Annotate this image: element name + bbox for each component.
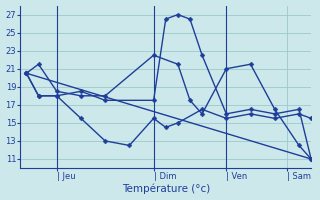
X-axis label: Température (°c): Température (°c) bbox=[122, 184, 210, 194]
